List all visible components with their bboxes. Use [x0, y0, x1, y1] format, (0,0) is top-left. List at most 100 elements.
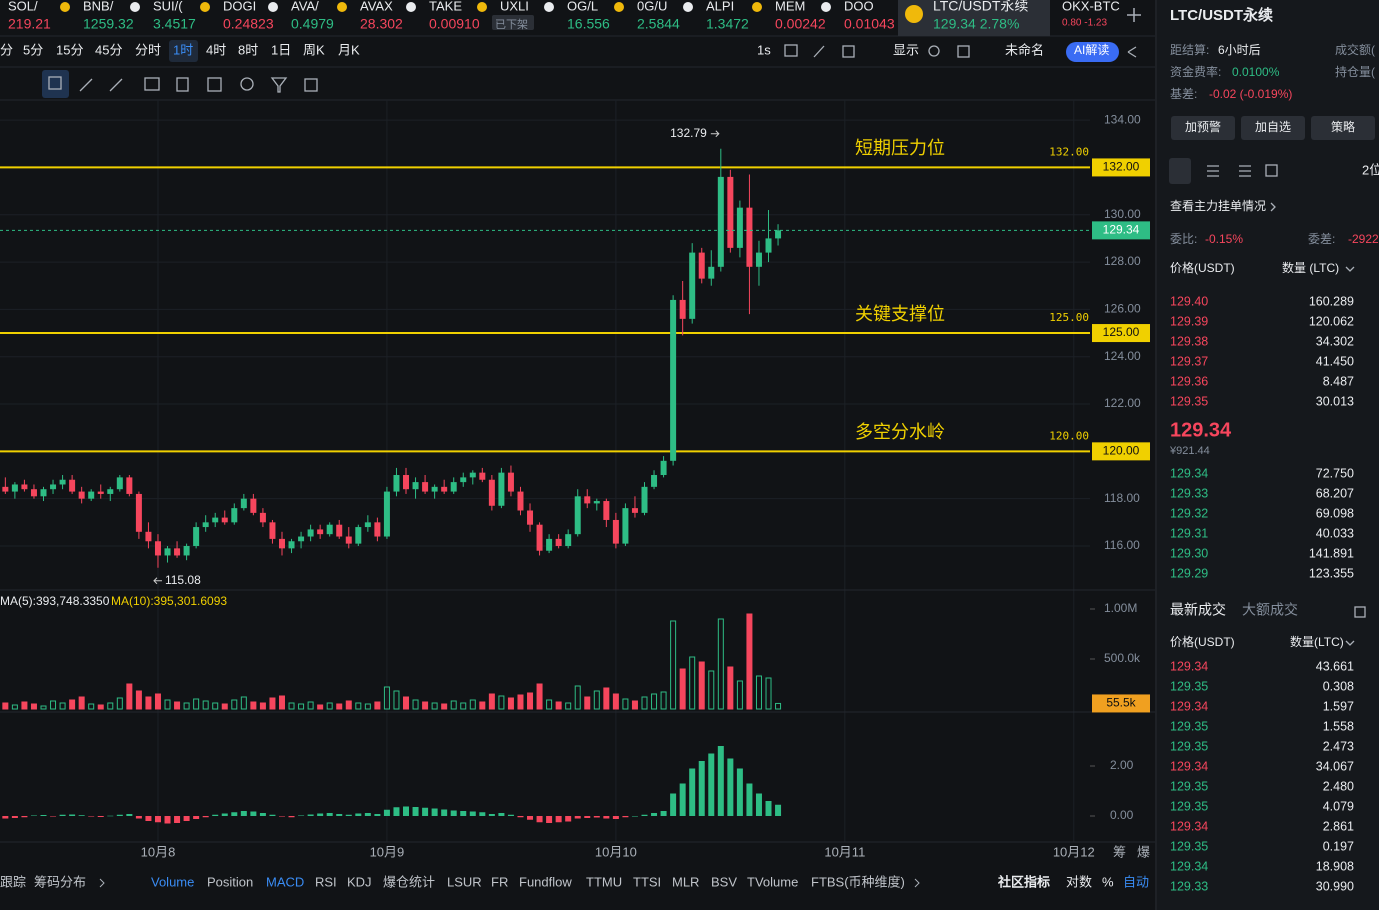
indicator-option[interactable]: 对数: [1066, 874, 1092, 889]
panel-button[interactable]: [1171, 116, 1235, 140]
ticker-price[interactable]: 0.24823: [223, 16, 274, 32]
ticker-name[interactable]: SUI/(: [153, 0, 183, 13]
indicator-tab[interactable]: MACD: [266, 874, 304, 889]
toolbar-item[interactable]: 1s: [757, 42, 771, 57]
indicator-tab[interactable]: FTBS(币种维度): [811, 874, 905, 889]
ticker-name[interactable]: OG/L: [567, 0, 598, 13]
precision[interactable]: 2位: [1362, 162, 1379, 177]
ticker-price[interactable]: 1.3472: [706, 16, 749, 32]
indicator-tab[interactable]: 爆仓统计: [383, 874, 435, 889]
active-view[interactable]: [1169, 158, 1191, 184]
macd-bar: [679, 783, 686, 816]
ticker-price[interactable]: 219.21: [8, 16, 51, 32]
toolbar-item[interactable]: 显示: [893, 42, 919, 57]
ticker-name[interactable]: AVA/: [291, 0, 319, 13]
level-axis-label: 125.00: [1103, 325, 1140, 339]
ticker-name[interactable]: AVAX: [360, 0, 393, 13]
timeframe[interactable]: 1日: [271, 42, 291, 57]
timeframe[interactable]: 分: [0, 42, 13, 57]
macd-bar: [202, 816, 209, 818]
ticker-name[interactable]: DOO: [844, 0, 874, 13]
ticker-name[interactable]: LTC/USDT永续: [933, 0, 1028, 14]
panel-button[interactable]: [1311, 116, 1375, 140]
macd-bar: [345, 814, 352, 816]
indicator-tab[interactable]: Fundflow: [519, 874, 572, 889]
timeframe[interactable]: 5分: [23, 42, 43, 57]
timeframe[interactable]: 分时: [135, 42, 161, 57]
axis-corner[interactable]: 爆: [1137, 844, 1150, 859]
volume-bar: [755, 675, 762, 710]
indicator-tab[interactable]: LSUR: [447, 874, 482, 889]
indicator-tab[interactable]: Position: [207, 874, 253, 889]
ticker-name[interactable]: MEM: [775, 0, 805, 13]
ticker-price[interactable]: 0.4979: [291, 16, 334, 32]
panel-button-label[interactable]: 策略: [1331, 119, 1355, 134]
indicator-tab[interactable]: 筹码分布: [34, 874, 86, 889]
panel-button[interactable]: [1241, 116, 1305, 140]
indicator-option[interactable]: 社区指标: [997, 874, 1050, 889]
macd-bar: [21, 816, 28, 818]
macd-bar: [670, 793, 677, 816]
ticker-name[interactable]: UXLI: [500, 0, 529, 13]
trade-tab[interactable]: 大额成交: [1242, 602, 1298, 618]
indicator-tab[interactable]: BSV: [711, 874, 737, 889]
ticker-price[interactable]: 28.302: [360, 16, 403, 32]
ticker-price[interactable]: 0.01043: [844, 16, 895, 32]
ticker-name[interactable]: ALPI: [706, 0, 734, 13]
ticker-price[interactable]: 3.4517: [153, 16, 196, 32]
ticker-name[interactable]: TAKE: [429, 0, 462, 13]
volume-bar: [593, 690, 600, 710]
ticker-price[interactable]: 16.556: [567, 16, 610, 32]
ticker-price[interactable]: 2.5844: [637, 16, 680, 32]
indicator-tab[interactable]: KDJ: [347, 874, 372, 889]
ticker-name[interactable]: 0G/U: [637, 0, 667, 13]
volume-bar: [11, 704, 18, 710]
timeframe[interactable]: 45分: [95, 42, 122, 57]
candle-body: [21, 484, 28, 490]
axis-corner[interactable]: 筹: [1113, 844, 1126, 859]
ticker-name[interactable]: BNB/: [83, 0, 114, 13]
candle-body: [135, 493, 142, 532]
indicator-tab[interactable]: MLR: [672, 874, 699, 889]
price: 129.35: [1170, 779, 1208, 793]
timeframe[interactable]: 1时: [173, 42, 193, 57]
ticker-price[interactable]: 129.34 2.78%: [933, 16, 1019, 32]
ticker-price[interactable]: 0.00242: [775, 16, 826, 32]
ticker-price[interactable]: 0.00910: [429, 16, 480, 32]
active-tool[interactable]: [42, 70, 69, 98]
toolbar-item[interactable]: AI解读: [1074, 43, 1109, 57]
ticker-name[interactable]: SOL/: [8, 0, 38, 13]
timeframe[interactable]: 15分: [56, 42, 83, 57]
candle-body: [164, 548, 171, 556]
depth-link[interactable]: 查看主力挂单情况: [1170, 199, 1266, 213]
indicator-option[interactable]: %: [1102, 874, 1114, 889]
indicator-tab[interactable]: TVolume: [747, 874, 798, 889]
indicator-tab[interactable]: TTSI: [633, 874, 661, 889]
ticker-price[interactable]: 1259.32: [83, 16, 134, 32]
indicator-tab[interactable]: RSI: [315, 874, 337, 889]
toolbar-item[interactable]: 未命名: [1005, 42, 1044, 57]
ticker-price[interactable]: 0.80 -1.23: [1062, 18, 1107, 29]
indicator-tab[interactable]: 跟踪: [0, 874, 26, 889]
trade-tab[interactable]: 最新成交: [1170, 602, 1226, 618]
timeframe[interactable]: 4时: [206, 42, 226, 57]
indicator-tab[interactable]: TTMU: [586, 874, 622, 889]
timeframe[interactable]: 月K: [338, 42, 360, 57]
candle-body: [746, 207, 753, 267]
timeframe[interactable]: 8时: [238, 42, 258, 57]
ai-button[interactable]: [1066, 42, 1119, 62]
coin-icon: [130, 2, 140, 12]
panel-button-label[interactable]: 加预警: [1185, 119, 1221, 134]
candle-body: [603, 501, 610, 520]
indicator-option[interactable]: 自动: [1123, 874, 1149, 889]
indicator-tab[interactable]: Volume: [151, 874, 194, 889]
indicator-tab[interactable]: FR: [491, 874, 508, 889]
volume-bar: [164, 699, 171, 710]
ticker-name[interactable]: DOGI: [223, 0, 256, 13]
ticker-price[interactable]: 已下架: [495, 18, 528, 31]
ticker-name[interactable]: OKX-BTC: [1062, 0, 1120, 13]
macd-bar: [59, 814, 66, 816]
timeframe[interactable]: 周K: [303, 42, 325, 57]
panel-button-label[interactable]: 加自选: [1255, 120, 1291, 134]
candle-body: [88, 491, 95, 499]
